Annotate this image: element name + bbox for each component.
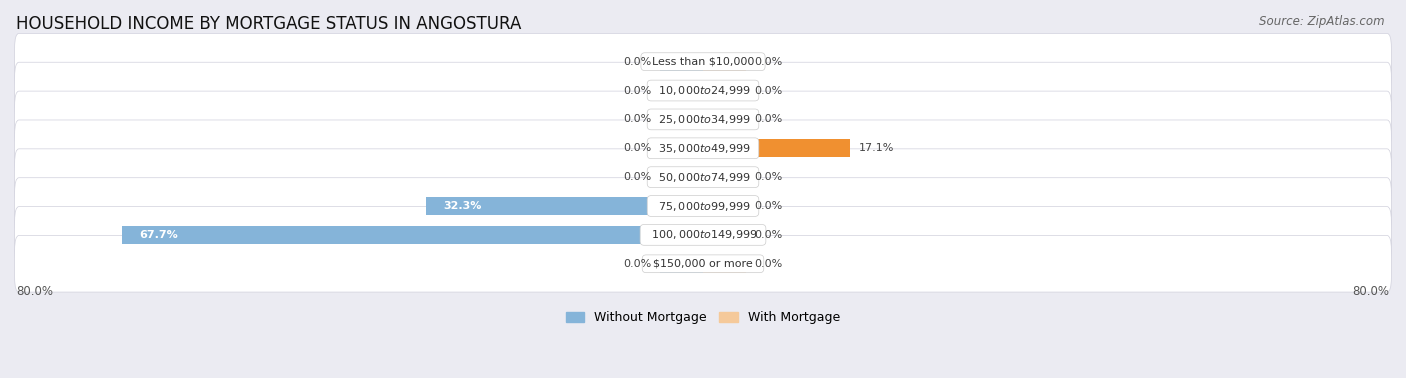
Bar bbox=[659, 110, 703, 129]
Text: 0.0%: 0.0% bbox=[623, 85, 651, 96]
Bar bbox=[703, 168, 747, 186]
Text: 0.0%: 0.0% bbox=[755, 85, 783, 96]
Text: 0.0%: 0.0% bbox=[755, 57, 783, 67]
FancyBboxPatch shape bbox=[14, 33, 1392, 90]
Text: 0.0%: 0.0% bbox=[755, 115, 783, 124]
Text: 0.0%: 0.0% bbox=[755, 259, 783, 269]
Text: HOUSEHOLD INCOME BY MORTGAGE STATUS IN ANGOSTURA: HOUSEHOLD INCOME BY MORTGAGE STATUS IN A… bbox=[17, 15, 522, 33]
Bar bbox=[426, 197, 703, 215]
FancyBboxPatch shape bbox=[14, 149, 1392, 206]
Text: 17.1%: 17.1% bbox=[858, 143, 894, 153]
Text: $10,000 to $24,999: $10,000 to $24,999 bbox=[651, 84, 755, 97]
Text: 0.0%: 0.0% bbox=[623, 259, 651, 269]
Text: $150,000 or more: $150,000 or more bbox=[647, 259, 759, 269]
FancyBboxPatch shape bbox=[14, 91, 1392, 148]
Text: 80.0%: 80.0% bbox=[17, 285, 53, 297]
Bar bbox=[703, 82, 747, 99]
Text: 67.7%: 67.7% bbox=[139, 230, 177, 240]
Text: 0.0%: 0.0% bbox=[623, 172, 651, 182]
Text: 0.0%: 0.0% bbox=[623, 57, 651, 67]
Text: 0.0%: 0.0% bbox=[755, 230, 783, 240]
Text: 0.0%: 0.0% bbox=[623, 115, 651, 124]
Bar bbox=[703, 197, 747, 215]
Text: $25,000 to $34,999: $25,000 to $34,999 bbox=[651, 113, 755, 126]
Bar bbox=[659, 168, 703, 186]
Bar bbox=[703, 53, 747, 71]
Bar bbox=[659, 255, 703, 273]
Legend: Without Mortgage, With Mortgage: Without Mortgage, With Mortgage bbox=[561, 306, 845, 329]
FancyBboxPatch shape bbox=[14, 62, 1392, 119]
Text: $35,000 to $49,999: $35,000 to $49,999 bbox=[651, 142, 755, 155]
Text: $100,000 to $149,999: $100,000 to $149,999 bbox=[644, 228, 762, 242]
Text: Source: ZipAtlas.com: Source: ZipAtlas.com bbox=[1260, 15, 1385, 28]
FancyBboxPatch shape bbox=[14, 120, 1392, 177]
FancyBboxPatch shape bbox=[14, 235, 1392, 292]
Text: Less than $10,000: Less than $10,000 bbox=[645, 57, 761, 67]
Text: 0.0%: 0.0% bbox=[623, 143, 651, 153]
Text: 32.3%: 32.3% bbox=[443, 201, 481, 211]
FancyBboxPatch shape bbox=[14, 178, 1392, 234]
Bar bbox=[703, 255, 747, 273]
Text: $75,000 to $99,999: $75,000 to $99,999 bbox=[651, 200, 755, 212]
Bar bbox=[659, 139, 703, 157]
Bar bbox=[703, 226, 747, 244]
Bar bbox=[703, 110, 747, 129]
Text: 80.0%: 80.0% bbox=[1353, 285, 1389, 297]
Bar bbox=[659, 53, 703, 71]
Bar bbox=[659, 82, 703, 99]
Bar bbox=[122, 226, 703, 244]
Text: 0.0%: 0.0% bbox=[755, 201, 783, 211]
Text: $50,000 to $74,999: $50,000 to $74,999 bbox=[651, 170, 755, 184]
Text: 0.0%: 0.0% bbox=[755, 172, 783, 182]
Bar bbox=[703, 139, 849, 157]
FancyBboxPatch shape bbox=[14, 207, 1392, 263]
